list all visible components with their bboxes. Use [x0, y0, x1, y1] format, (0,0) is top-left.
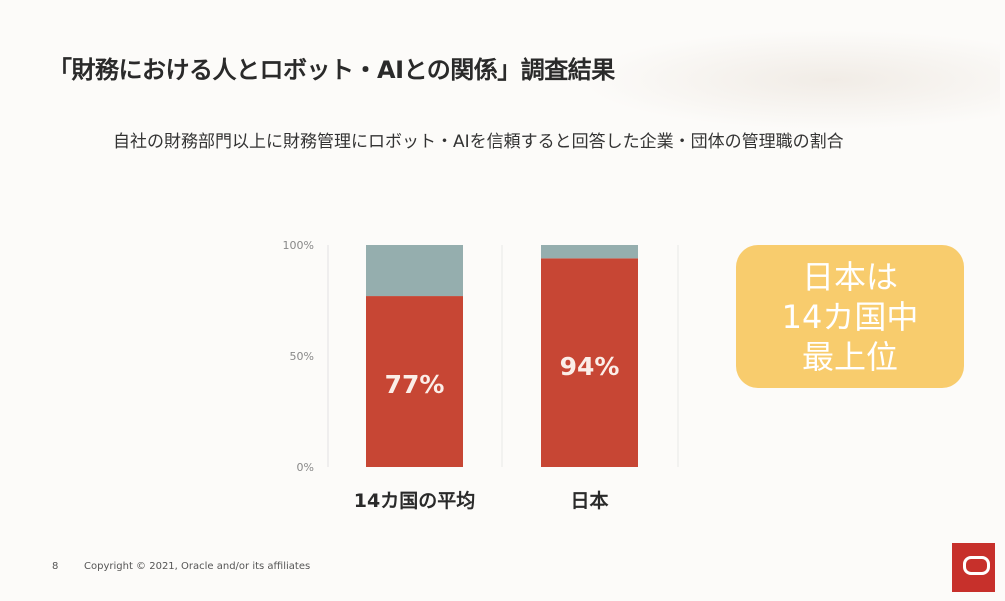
y-tick-label: 0%	[297, 461, 314, 474]
callout-box: 日本は 14カ国中 最上位	[736, 245, 964, 388]
copyright: Copyright © 2021, Oracle and/or its affi…	[84, 561, 311, 572]
data-label: 94%	[560, 352, 620, 381]
x-category-label: 日本	[570, 489, 608, 512]
y-tick-label: 100%	[283, 239, 314, 252]
decorative-pattern	[580, 30, 1000, 130]
y-tick-label: 50%	[290, 350, 314, 363]
callout-line: 14カ国中	[781, 298, 919, 336]
callout-line: 日本は	[801, 258, 898, 296]
bar-segment	[366, 296, 463, 467]
slide-title: 「財務における人とロボット・AIとの関係」調査結果	[48, 56, 615, 84]
bar-segment	[541, 258, 638, 467]
bar-segment	[366, 245, 463, 297]
callout-line: 最上位	[801, 338, 898, 376]
page-number: 8	[52, 561, 59, 572]
oracle-logo	[952, 543, 995, 592]
bar-segment	[541, 245, 638, 259]
data-label: 77%	[385, 370, 445, 399]
slide-subtitle: 自社の財務部門以上に財務管理にロボット・AIを信頼すると回答した企業・団体の管理…	[113, 132, 844, 152]
x-category-label: 14カ国の平均	[354, 489, 475, 512]
